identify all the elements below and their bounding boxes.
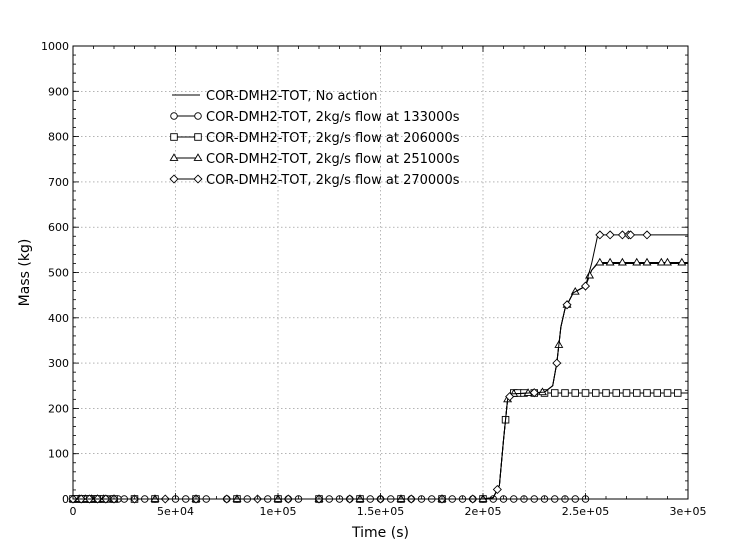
- data-point: [642, 230, 652, 240]
- x-tick-label: 3e+05: [670, 505, 707, 518]
- legend-label: COR-DMH2-TOT, 2kg/s flow at 206000s: [206, 131, 460, 146]
- data-point: [674, 389, 682, 397]
- data-point: [656, 257, 666, 266]
- data-point: [552, 358, 562, 368]
- series-3: [68, 257, 688, 502]
- x-axis-label: Time (s): [351, 525, 409, 541]
- data-point: [529, 388, 539, 398]
- data-point: [622, 389, 631, 397]
- data-point: [505, 392, 515, 402]
- legend-entry: COR-DMH2-TOT, 2kg/s flow at 206000s: [170, 131, 460, 146]
- data-point: [633, 389, 641, 397]
- legend-marker: [170, 112, 178, 120]
- data-point: [605, 230, 615, 240]
- x-tick-label: 0: [70, 505, 77, 518]
- data-point: [663, 389, 672, 397]
- data-point: [626, 230, 636, 240]
- data-point: [595, 230, 605, 240]
- data-point: [551, 389, 559, 397]
- legend-label: COR-DMH2-TOT, 2kg/s flow at 251000s: [206, 152, 460, 167]
- legend: COR-DMH2-TOT, No action COR-DMH2-TOT, 2kg…: [169, 89, 460, 188]
- data-point: [523, 388, 533, 396]
- legend-marker: [193, 153, 203, 161]
- legend-marker: [194, 112, 202, 120]
- ticks: [72, 45, 689, 500]
- legend-entry: COR-DMH2-TOT, 2kg/s flow at 270000s: [169, 173, 460, 188]
- data-point: [595, 257, 605, 266]
- y-tick-label: 200: [48, 402, 69, 415]
- legend-label: COR-DMH2-TOT, 2kg/s flow at 133000s: [206, 110, 460, 125]
- legend-entry: COR-DMH2-TOT, 2kg/s flow at 251000s: [169, 152, 460, 167]
- grid: [73, 46, 688, 499]
- legend-marker: [170, 133, 178, 141]
- data-point: [580, 281, 591, 291]
- legend-marker: [194, 133, 202, 141]
- data-point: [632, 257, 642, 266]
- y-tick-label: 900: [48, 85, 69, 98]
- data-point: [537, 387, 547, 396]
- series-4: [68, 230, 688, 504]
- data-point: [562, 300, 572, 310]
- data-point: [653, 389, 662, 397]
- y-tick-label: 600: [48, 221, 69, 234]
- data-point: [561, 389, 569, 397]
- tick-labels: 0 5e+04 1e+05 1.5e+05 2e+05 2.5e+05 3e+05 0 100 2…: [41, 40, 706, 518]
- x-tick-label: 1.5e+05: [357, 505, 404, 518]
- data-point: [605, 257, 615, 266]
- y-tick-label: 300: [48, 357, 69, 370]
- legend-label: COR-DMH2-TOT, 2kg/s flow at 270000s: [206, 173, 460, 188]
- y-tick-label: 400: [48, 312, 69, 325]
- legend-label: COR-DMH2-TOT, No action: [206, 89, 377, 104]
- y-tick-label: 1000: [41, 40, 69, 53]
- data-point: [617, 230, 627, 240]
- x-tick-label: 2e+05: [465, 505, 502, 518]
- data-point: [663, 257, 672, 266]
- legend-entry: COR-DMH2-TOT, No action: [172, 89, 377, 104]
- data-point: [612, 389, 621, 397]
- legend-entry: COR-DMH2-TOT, 2kg/s flow at 133000s: [170, 110, 460, 125]
- x-tick-label: 1e+05: [260, 505, 297, 518]
- y-tick-label: 700: [48, 176, 69, 189]
- data-point: [602, 389, 610, 397]
- data-point: [617, 257, 627, 266]
- data-point: [571, 389, 580, 397]
- data-point: [642, 257, 652, 266]
- data-point: [581, 389, 590, 397]
- y-tick-label: 100: [48, 448, 69, 461]
- y-tick-label: 800: [48, 131, 69, 144]
- series-2: [69, 389, 688, 503]
- y-axis-label: Mass (kg): [17, 239, 33, 307]
- series-layer: [68, 230, 688, 504]
- x-tick-label: 5e+04: [157, 505, 194, 518]
- y-tick-label: 500: [48, 267, 69, 280]
- legend-marker: [169, 153, 179, 161]
- data-point: [643, 389, 651, 397]
- data-point: [592, 389, 600, 397]
- legend-marker: [169, 174, 179, 184]
- data-point: [677, 257, 687, 266]
- data-point: [492, 484, 502, 495]
- y-tick-label: 0: [62, 493, 69, 506]
- legend-marker: [193, 174, 203, 184]
- x-tick-label: 2.5e+05: [562, 505, 609, 518]
